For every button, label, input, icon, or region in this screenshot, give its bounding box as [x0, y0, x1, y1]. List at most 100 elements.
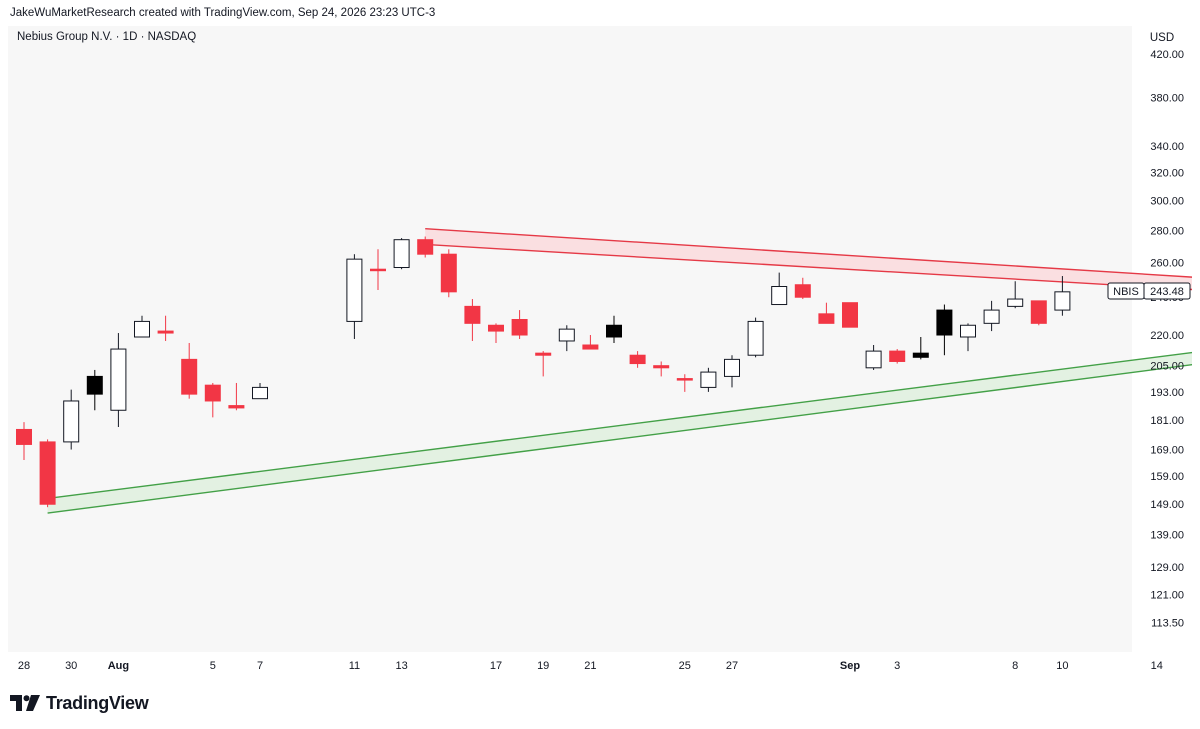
y-tick-label: 340.00 — [1150, 141, 1184, 153]
candle[interactable] — [346, 254, 363, 339]
candle[interactable] — [157, 315, 174, 341]
candle[interactable] — [16, 422, 32, 460]
candle[interactable] — [252, 382, 268, 400]
candle-layer — [16, 236, 1071, 508]
candle[interactable] — [511, 310, 528, 339]
candle[interactable] — [228, 382, 245, 411]
candle-body — [889, 350, 906, 362]
candle-body — [63, 400, 80, 443]
candle-body — [653, 365, 670, 369]
price-chart[interactable]: 420.00 380.00 340.00 320.00 300.00 280.00 260.… — [8, 26, 1192, 678]
candle[interactable] — [771, 272, 788, 306]
last-price-label: NBIS 243.48 — [1107, 282, 1191, 300]
candle[interactable] — [936, 304, 953, 356]
support-upper-line[interactable] — [47, 312, 1192, 500]
candle-body — [629, 354, 646, 365]
x-tick-label: 10 — [1056, 660, 1068, 672]
candle-body — [936, 309, 953, 336]
candle-body — [1007, 298, 1024, 307]
candle[interactable] — [724, 355, 740, 388]
candle[interactable] — [842, 302, 858, 328]
candle-body — [511, 319, 528, 336]
candle[interactable] — [606, 315, 622, 343]
candle[interactable] — [488, 323, 504, 343]
support-lower-line[interactable] — [47, 323, 1192, 514]
candle[interactable] — [204, 382, 221, 418]
candle[interactable] — [889, 349, 906, 364]
ticker-tag-text: NBIS — [1113, 286, 1139, 298]
candle[interactable] — [134, 315, 150, 338]
y-tick-label: 129.00 — [1150, 562, 1184, 574]
y-tick-label: 205.00 — [1150, 361, 1184, 373]
currency-badge[interactable]: USD — [1140, 29, 1184, 47]
candle[interactable] — [464, 299, 481, 341]
candle[interactable] — [417, 236, 434, 258]
candle-body — [1054, 291, 1071, 311]
candle[interactable] — [440, 249, 457, 298]
candle-body — [818, 313, 835, 324]
candle-body — [535, 352, 552, 356]
candle[interactable] — [1054, 276, 1071, 316]
candle-body — [39, 441, 56, 505]
candle-body — [370, 268, 386, 272]
x-tick-label: 25 — [679, 660, 691, 672]
candle[interactable] — [1007, 281, 1024, 309]
candle-body — [157, 330, 174, 334]
candle[interactable] — [676, 374, 693, 392]
x-tick-label: 28 — [18, 660, 30, 672]
resistance-upper-line[interactable] — [425, 228, 1192, 297]
candle-body — [464, 305, 481, 324]
candle[interactable] — [983, 300, 1000, 332]
candle-body — [134, 320, 150, 338]
y-tick-label: 220.00 — [1150, 330, 1184, 342]
candle[interactable] — [370, 249, 386, 291]
y-tick-label: 260.00 — [1150, 257, 1184, 269]
time-axis-area[interactable] — [8, 652, 1132, 678]
price-axis-area[interactable] — [1132, 26, 1192, 652]
candle-body — [488, 324, 504, 332]
candle-body — [110, 348, 127, 411]
x-tick-label: 3 — [894, 660, 900, 672]
candle-body — [700, 371, 717, 388]
candle[interactable] — [110, 333, 127, 428]
candle[interactable] — [535, 351, 552, 377]
candle[interactable] — [86, 369, 103, 411]
x-tick-label: 5 — [210, 660, 216, 672]
y-tick-label: 121.00 — [1150, 590, 1184, 602]
support-channel-fill — [47, 352, 1192, 514]
candle[interactable] — [700, 367, 717, 392]
trendline-layer — [47, 228, 1192, 514]
candle[interactable] — [653, 361, 670, 377]
x-tick-label: 19 — [537, 660, 549, 672]
candle[interactable] — [181, 342, 198, 399]
candle[interactable] — [393, 238, 410, 270]
candle[interactable] — [794, 277, 811, 300]
candle[interactable] — [558, 325, 575, 352]
y-tick-label: 113.50 — [1151, 617, 1184, 629]
candle-body — [252, 386, 268, 400]
candle[interactable] — [1030, 300, 1047, 326]
candle-body — [747, 320, 764, 356]
candle[interactable] — [818, 302, 835, 324]
candle-body — [794, 284, 811, 298]
candle[interactable] — [747, 317, 764, 358]
x-tick-label: 14 — [1151, 660, 1163, 672]
y-tick-label: 420.00 — [1150, 49, 1184, 61]
tradingview-logo-icon — [10, 695, 40, 711]
y-tick-label: 139.00 — [1150, 529, 1184, 541]
candle[interactable] — [865, 344, 882, 370]
candle[interactable] — [39, 439, 56, 508]
candle[interactable] — [912, 336, 929, 360]
x-tick-label: 30 — [65, 660, 77, 672]
last-price-text: 243.48 — [1150, 286, 1184, 298]
candle[interactable] — [63, 389, 80, 450]
candle-body — [842, 302, 858, 328]
candle[interactable] — [582, 335, 599, 350]
resistance-lower-line[interactable] — [425, 243, 1192, 308]
candle[interactable] — [960, 323, 976, 352]
chart-frame[interactable]: 420.00 380.00 340.00 320.00 300.00 280.00 260.… — [8, 26, 1192, 678]
candle-body — [393, 239, 410, 269]
candle-body — [346, 258, 363, 322]
candle[interactable] — [629, 351, 646, 368]
candle-body — [86, 375, 103, 395]
